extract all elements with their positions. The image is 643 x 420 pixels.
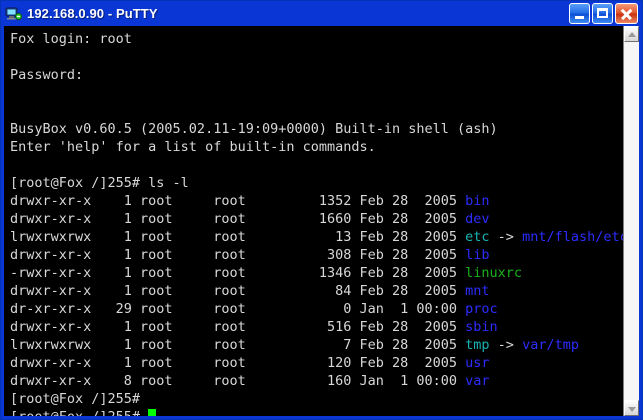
help-hint-seg-0: Enter 'help' for a list of built-in comm…: [10, 139, 376, 155]
ls-row-usr: drwxr-xr-x 1 root root 120 Feb 28 2005 u…: [10, 354, 623, 372]
maximize-icon: [597, 8, 608, 18]
ls-row-mnt-seg-0: drwxr-xr-x 1 root root 84 Feb 28 2005: [10, 283, 466, 299]
ls-row-tmp-seg-3: var/tmp: [522, 337, 579, 353]
window-title: 192.168.0.90 - PuTTY: [27, 6, 158, 21]
ls-row-etc-seg-3: mnt/flash/etc: [522, 229, 623, 245]
ls-row-var: drwxr-xr-x 8 root root 160 Jan 1 00:00 v…: [10, 372, 623, 390]
command-line: [root@Fox /]255# ls -l: [10, 174, 623, 192]
help-hint: Enter 'help' for a list of built-in comm…: [10, 138, 623, 156]
scroll-up-arrow-icon: [628, 32, 636, 37]
ls-row-etc-seg-2: ->: [489, 229, 523, 245]
prompt-line-1-seg-0: [root@Fox /]255#: [10, 391, 141, 407]
login-line: Fox login: root: [10, 30, 623, 48]
password-line-seg-0: Password:: [10, 67, 84, 83]
blank-4: [10, 156, 623, 174]
ls-row-etc: lrwxrwxrwx 1 root root 13 Feb 28 2005 et…: [10, 228, 623, 246]
ls-row-var-seg-0: drwxr-xr-x 8 root root 160 Jan 1 00:00: [10, 373, 466, 389]
ls-row-sbin: drwxr-xr-x 1 root root 516 Feb 28 2005 s…: [10, 318, 623, 336]
client-area: Fox login: root Password: BusyBox v0.60.5 …: [1, 26, 642, 419]
ls-row-proc-seg-0: dr-xr-xr-x 29 root root 0 Jan 1 00:00: [10, 301, 466, 317]
password-line: Password:: [10, 66, 623, 84]
window-controls: [569, 3, 638, 24]
blank-1: [10, 48, 623, 66]
ls-row-bin-seg-0: drwxr-xr-x 1 root root 1352 Feb 28 2005: [10, 193, 466, 209]
ls-row-sbin-seg-1: sbin: [465, 319, 498, 335]
ls-row-mnt: drwxr-xr-x 1 root root 84 Feb 28 2005 mn…: [10, 282, 623, 300]
ls-row-proc-seg-1: proc: [465, 301, 498, 317]
scroll-down-button[interactable]: [624, 400, 639, 416]
ls-row-lib-seg-0: drwxr-xr-x 1 root root 308 Feb 28 2005: [10, 247, 466, 263]
ls-row-bin-seg-1: bin: [465, 193, 490, 209]
ls-row-linuxrc-seg-0: -rwxr-xr-x 1 root root 1346 Feb 28 2005: [10, 265, 466, 281]
prompt-line-2-seg-0: [root@Fox /]255#: [10, 409, 148, 416]
busybox-banner-seg-0: BusyBox v0.60.5 (2005.02.11-19:09+0000) …: [10, 121, 498, 137]
busybox-banner: BusyBox v0.60.5 (2005.02.11-19:09+0000) …: [10, 120, 623, 138]
blank-3: [10, 102, 623, 120]
ls-row-linuxrc: -rwxr-xr-x 1 root root 1346 Feb 28 2005 …: [10, 264, 623, 282]
close-button[interactable]: [615, 3, 638, 24]
scrollbar-track[interactable]: [624, 42, 639, 400]
ls-row-usr-seg-1: usr: [465, 355, 490, 371]
ls-row-dev: drwxr-xr-x 1 root root 1660 Feb 28 2005 …: [10, 210, 623, 228]
ls-row-usr-seg-0: drwxr-xr-x 1 root root 120 Feb 28 2005: [10, 355, 466, 371]
ls-row-tmp: lrwxrwxrwx 1 root root 7 Feb 28 2005 tmp…: [10, 336, 623, 354]
maximize-button[interactable]: [592, 3, 613, 24]
ls-row-etc-seg-1: etc: [465, 229, 490, 245]
putty-terminal-icon: [5, 5, 23, 23]
ls-row-tmp-seg-1: tmp: [465, 337, 490, 353]
ls-row-mnt-seg-1: mnt: [465, 283, 490, 299]
login-line-seg-0: Fox login: root: [10, 31, 132, 47]
ls-row-var-seg-1: var: [465, 373, 490, 389]
minimize-button[interactable]: [569, 3, 590, 24]
ls-row-dev-seg-1: dev: [465, 211, 490, 227]
ls-row-bin: drwxr-xr-x 1 root root 1352 Feb 28 2005 …: [10, 192, 623, 210]
title-bar[interactable]: 192.168.0.90 - PuTTY: [1, 1, 642, 26]
minimize-icon: [575, 16, 584, 19]
ls-row-dev-seg-0: drwxr-xr-x 1 root root 1660 Feb 28 2005: [10, 211, 466, 227]
prompt-line-1: [root@Fox /]255#: [10, 390, 623, 408]
ls-row-tmp-seg-0: lrwxrwxrwx 1 root root 7 Feb 28 2005: [10, 337, 466, 353]
ls-row-sbin-seg-0: drwxr-xr-x 1 root root 516 Feb 28 2005: [10, 319, 466, 335]
terminal-screen[interactable]: Fox login: root Password: BusyBox v0.60.5 …: [4, 26, 623, 416]
ls-row-etc-seg-0: lrwxrwxrwx 1 root root 13 Feb 28 2005: [10, 229, 466, 245]
ls-row-tmp-seg-2: ->: [489, 337, 523, 353]
scroll-down-arrow-icon: [628, 407, 636, 412]
ls-row-linuxrc-seg-1: linuxrc: [465, 265, 523, 281]
prompt-line-2: [root@Fox /]255#: [10, 408, 623, 416]
ls-row-proc: dr-xr-xr-x 29 root root 0 Jan 1 00:00 pr…: [10, 300, 623, 318]
terminal-cursor: [148, 409, 157, 416]
blank-2: [10, 84, 623, 102]
command-line-seg-0: [root@Fox /]255# ls -l: [10, 175, 189, 191]
ls-row-lib: drwxr-xr-x 1 root root 308 Feb 28 2005 l…: [10, 246, 623, 264]
terminal-scrollbar[interactable]: [623, 26, 639, 416]
scroll-up-button[interactable]: [624, 26, 639, 42]
ls-row-lib-seg-1: lib: [465, 247, 490, 263]
